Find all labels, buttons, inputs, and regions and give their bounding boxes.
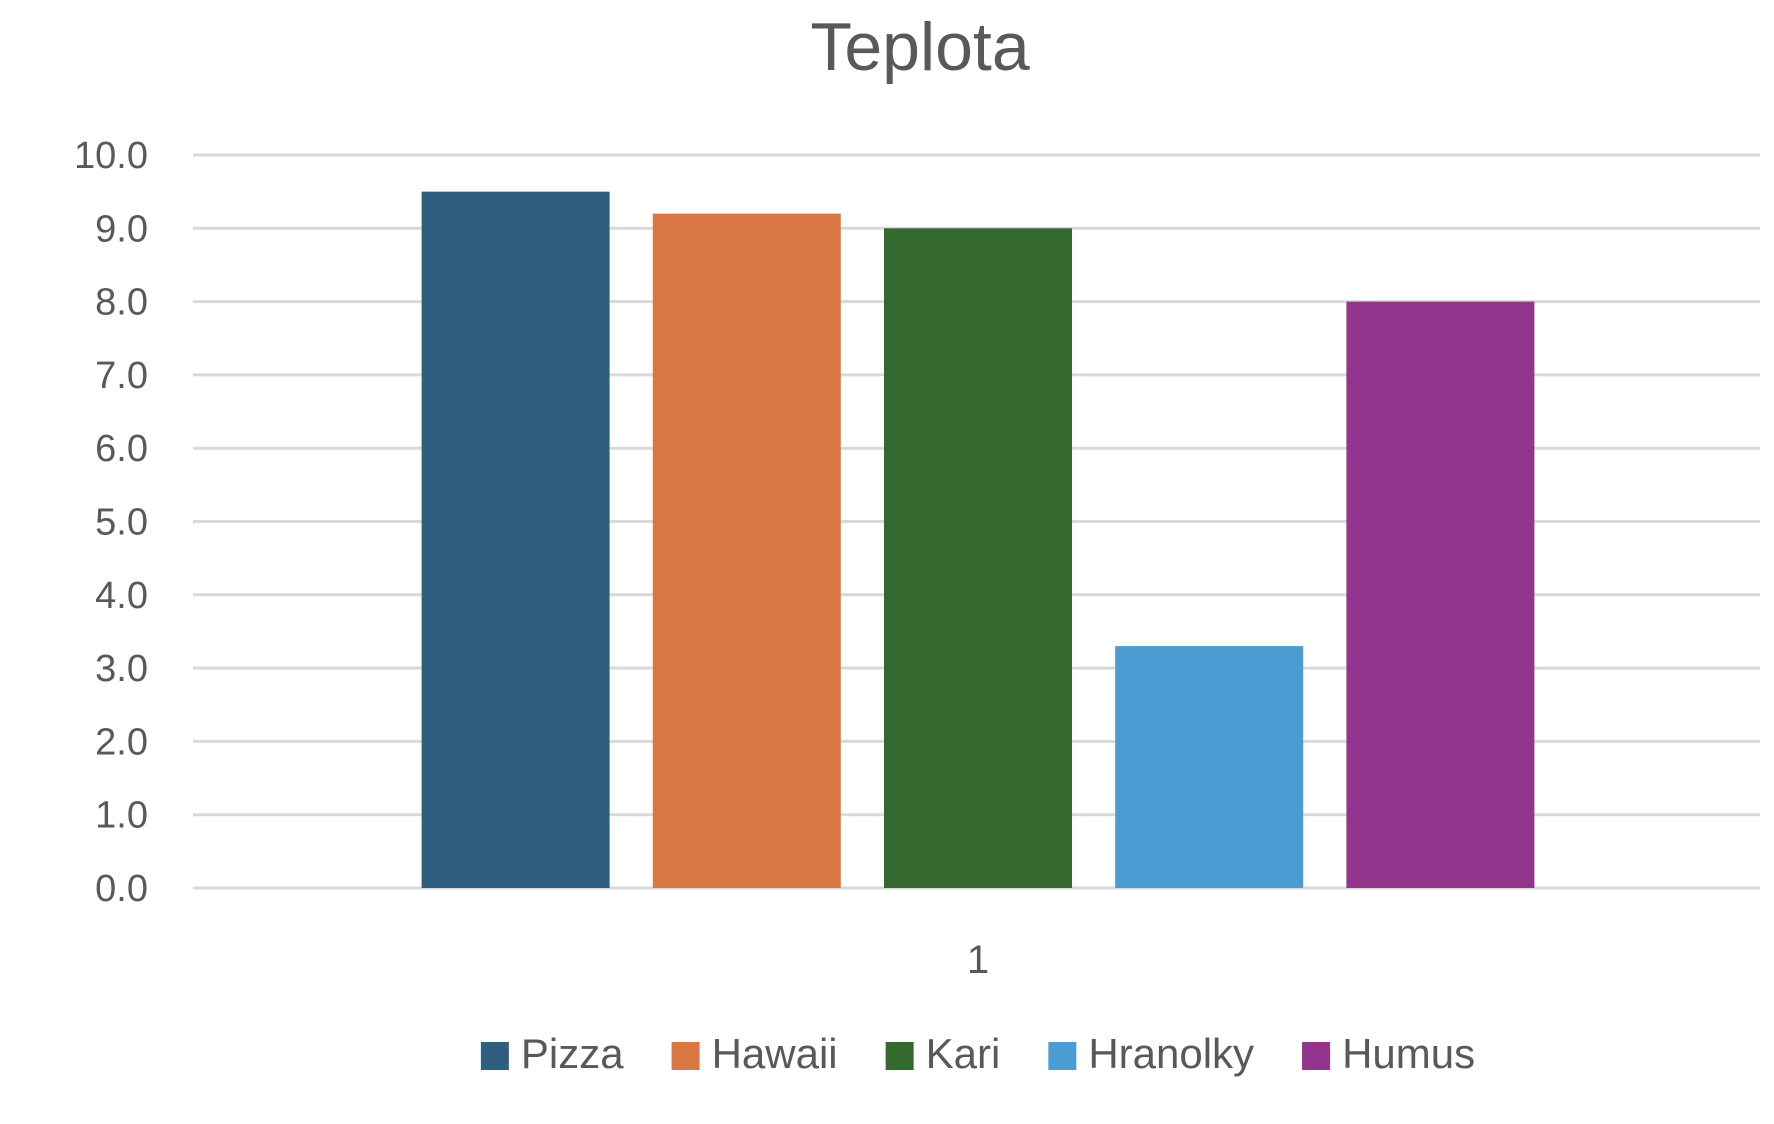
legend: Pizza Hawaii Kari Hranolky Humus xyxy=(480,1030,1475,1077)
legend-label-pizza: Pizza xyxy=(521,1030,624,1077)
bars xyxy=(421,191,1535,889)
bar-kari xyxy=(884,228,1072,889)
legend-swatch-humus xyxy=(1302,1042,1331,1070)
legend-label-kari: Kari xyxy=(926,1030,1001,1077)
legend-label-hranolky: Hranolky xyxy=(1088,1030,1254,1077)
y-tick-label: 0.0 xyxy=(95,868,148,910)
bar-pizza xyxy=(421,191,610,888)
y-tick-label: 7.0 xyxy=(95,355,148,397)
legend-label-humus: Humus xyxy=(1342,1030,1475,1077)
y-tick-label: 2.0 xyxy=(95,721,148,763)
legend-swatch-pizza xyxy=(480,1042,509,1070)
y-tick-label: 4.0 xyxy=(95,575,148,617)
y-tick-label: 8.0 xyxy=(95,282,148,324)
y-tick-label: 6.0 xyxy=(95,428,148,470)
bar-hranolky xyxy=(1115,646,1304,888)
bar-hawaii xyxy=(652,213,841,888)
y-tick-label: 3.0 xyxy=(95,648,148,690)
y-tick-label: 1.0 xyxy=(95,795,148,837)
x-axis-category-labels: 1 xyxy=(967,938,989,982)
y-tick-label: 9.0 xyxy=(95,208,148,250)
y-tick-label: 5.0 xyxy=(95,502,148,544)
legend-label-hawaii: Hawaii xyxy=(712,1030,838,1077)
legend-swatch-kari xyxy=(885,1042,914,1070)
y-axis-tick-labels: 0.0 1.0 2.0 3.0 4.0 5.0 6.0 7.0 8.0 9.0 10.0 xyxy=(74,135,148,910)
legend-swatch-hranolky xyxy=(1048,1042,1077,1070)
y-tick-label: 10.0 xyxy=(74,135,148,177)
legend-swatch-hawaii xyxy=(671,1042,700,1070)
x-category-label: 1 xyxy=(967,938,989,982)
chart-title: Teplota xyxy=(810,9,1029,85)
bar-humus xyxy=(1346,301,1535,889)
